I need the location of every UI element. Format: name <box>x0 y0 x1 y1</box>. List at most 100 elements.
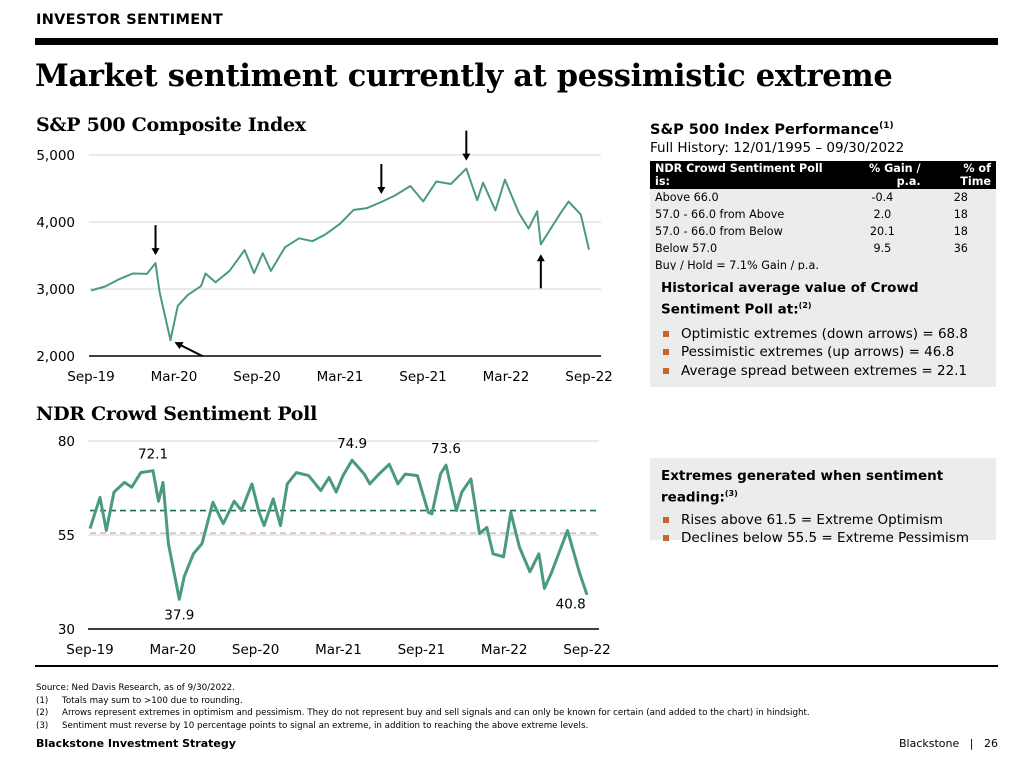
x-tick-label: Sep-19 <box>66 642 114 658</box>
list-item: Declines below 55.5 = Extreme Pessimism <box>661 529 985 548</box>
table-row: 57.0 - 66.0 from Above 2.0 18 <box>650 206 996 223</box>
x-tick-label: Sep-20 <box>232 642 280 658</box>
table-row: Above 66.0 -0.4 28 <box>650 189 996 206</box>
list-item: Pessimistic extremes (up arrows) = 46.8 <box>661 343 985 362</box>
footnote-ref: (1) <box>879 121 894 131</box>
x-tick-label: Mar-21 <box>315 642 362 658</box>
x-tick-label: Sep-20 <box>233 369 281 385</box>
bullet-icon <box>663 349 669 355</box>
table-row: Below 57.0 9.5 36 <box>650 240 996 257</box>
y-tick-label: 55 <box>58 528 75 544</box>
cell-value: 36 <box>925 240 996 257</box>
data-label: 37.9 <box>164 607 194 623</box>
arrow-shaft <box>178 343 203 358</box>
bullet-icon <box>663 516 669 523</box>
row-label: 57.0 - 66.0 from Above <box>650 206 840 223</box>
historical-list: Optimistic extremes (down arrows) = 68.8… <box>661 325 985 381</box>
extremes-list: Rises above 61.5 = Extreme Optimism Decli… <box>661 511 985 548</box>
x-tick-label: Sep-21 <box>399 369 447 385</box>
y-tick-label: 5,000 <box>36 148 75 164</box>
cell-value: 18 <box>925 223 996 240</box>
footnote-text: Totals may sum to >100 due to rounding. <box>62 695 243 706</box>
spx-chart: 2,000 3,000 4,000 5,000 Sep-19 Mar-20 Sep-20 Ma… <box>36 130 613 385</box>
page-number: 26 <box>984 737 998 750</box>
cell-value: 2.0 <box>839 206 926 223</box>
list-item-text: Optimistic extremes (down arrows) = 68.8 <box>681 325 969 342</box>
y-tick-label: 2,000 <box>36 349 75 365</box>
ndr-chart-title: NDR Crowd Sentiment Poll <box>36 403 318 425</box>
series-line <box>88 458 589 601</box>
x-tick-label: Sep-22 <box>565 369 613 385</box>
arrow-head <box>174 342 184 350</box>
footnote-number: (1) <box>36 695 49 706</box>
buy-hold-note: Buy / Hold = 7.1% Gain / p.a. <box>650 257 996 274</box>
x-tick-label: Mar-22 <box>483 369 530 385</box>
list-item: Rises above 61.5 = Extreme Optimism <box>661 511 985 530</box>
y-tick-label: 80 <box>58 434 75 450</box>
cell-value: -0.4 <box>839 189 926 206</box>
series-line <box>90 167 590 342</box>
footnote-ref: (3) <box>724 489 738 498</box>
footnote: (3) Sentiment must reverse by 10 percenta… <box>36 720 810 733</box>
performance-title-text: S&P 500 Index Performance <box>650 121 880 138</box>
footer-rule <box>35 665 998 667</box>
y-tick-label: 3,000 <box>36 282 75 298</box>
section-label: INVESTOR SENTIMENT <box>36 12 224 28</box>
footnotes: Source: Ned Davis Research, as of 9/30/2… <box>36 682 810 732</box>
table-row: 57.0 - 66.0 from Below 20.1 18 <box>650 223 996 240</box>
row-label: Below 57.0 <box>650 240 840 257</box>
company-name: Blackstone <box>899 737 960 750</box>
arrow-head <box>151 248 160 256</box>
separator: | <box>969 737 974 750</box>
up-arrow-icon <box>174 342 203 358</box>
data-label: 73.6 <box>431 441 461 457</box>
page-title: Market sentiment currently at pessimisti… <box>35 58 893 94</box>
historical-title-text: Historical average value of Crowd Sentim… <box>661 280 919 318</box>
row-label: 57.0 - 66.0 from Below <box>650 223 840 240</box>
spx-chart-title: S&P 500 Composite Index <box>36 114 306 136</box>
footnote: (2) Arrows represent extremes in optimism… <box>36 707 810 720</box>
x-tick-label: Mar-22 <box>481 642 528 658</box>
footnote: (1) Totals may sum to >100 due to roundin… <box>36 695 810 708</box>
table-footer-row: Buy / Hold = 7.1% Gain / p.a. <box>650 257 996 274</box>
page-info: Blackstone | 26 <box>880 737 998 750</box>
bullet-icon <box>663 535 669 541</box>
cell-value: 28 <box>925 189 996 206</box>
ndr-chart: 30 55 80 Sep-19 Mar-20 Sep-20 Mar-21 Sep-21 Mar-… <box>58 434 611 658</box>
cell-value: 20.1 <box>839 223 926 240</box>
historical-average-title: Historical average value of Crowd Sentim… <box>661 279 985 319</box>
x-tick-label: Sep-19 <box>67 369 115 385</box>
extremes-panel: Extremes generated when sentiment readin… <box>650 458 996 546</box>
historical-average-panel: Historical average value of Crowd Sentim… <box>650 270 996 387</box>
x-tick-label: Sep-22 <box>563 642 611 658</box>
list-item: Optimistic extremes (down arrows) = 68.8 <box>661 325 985 344</box>
data-label: 74.9 <box>337 436 367 452</box>
list-item-text: Average spread between extremes = 22.1 <box>681 362 968 379</box>
extremes-title: Extremes generated when sentiment readin… <box>661 467 985 507</box>
footnote-number: (2) <box>36 708 49 719</box>
header-bar <box>35 38 998 45</box>
cell-value: 9.5 <box>839 240 926 257</box>
x-tick-label: Sep-21 <box>398 642 446 658</box>
arrow-head <box>536 254 545 262</box>
y-tick-label: 4,000 <box>36 215 75 231</box>
column-header: % of Time <box>925 161 996 189</box>
brand-footer: Blackstone Investment Strategy <box>36 737 236 750</box>
footnote-ref: (2) <box>798 301 812 310</box>
footnote-number: (3) <box>36 720 49 731</box>
arrow-head <box>462 153 471 161</box>
down-arrow-icon <box>377 164 386 195</box>
x-tick-label: Mar-20 <box>149 642 196 658</box>
data-label: 40.8 <box>556 596 586 612</box>
column-header: NDR Crowd Sentiment Poll is: <box>650 161 840 189</box>
y-tick-label: 30 <box>58 622 75 638</box>
bullet-icon <box>663 330 669 337</box>
footnote-text: Sentiment must reverse by 10 percentage … <box>62 720 589 731</box>
performance-table: NDR Crowd Sentiment Poll is: % Gain / p.… <box>650 161 996 274</box>
table-header-row: NDR Crowd Sentiment Poll is: % Gain / p.… <box>650 161 996 189</box>
extremes-title-text: Extremes generated when sentiment readin… <box>661 468 944 506</box>
cell-value: 18 <box>925 206 996 223</box>
source-note: Source: Ned Davis Research, as of 9/30/2… <box>36 683 235 693</box>
row-label: Above 66.0 <box>650 189 840 206</box>
footnote-text: Arrows represent extremes in optimism an… <box>62 708 810 719</box>
